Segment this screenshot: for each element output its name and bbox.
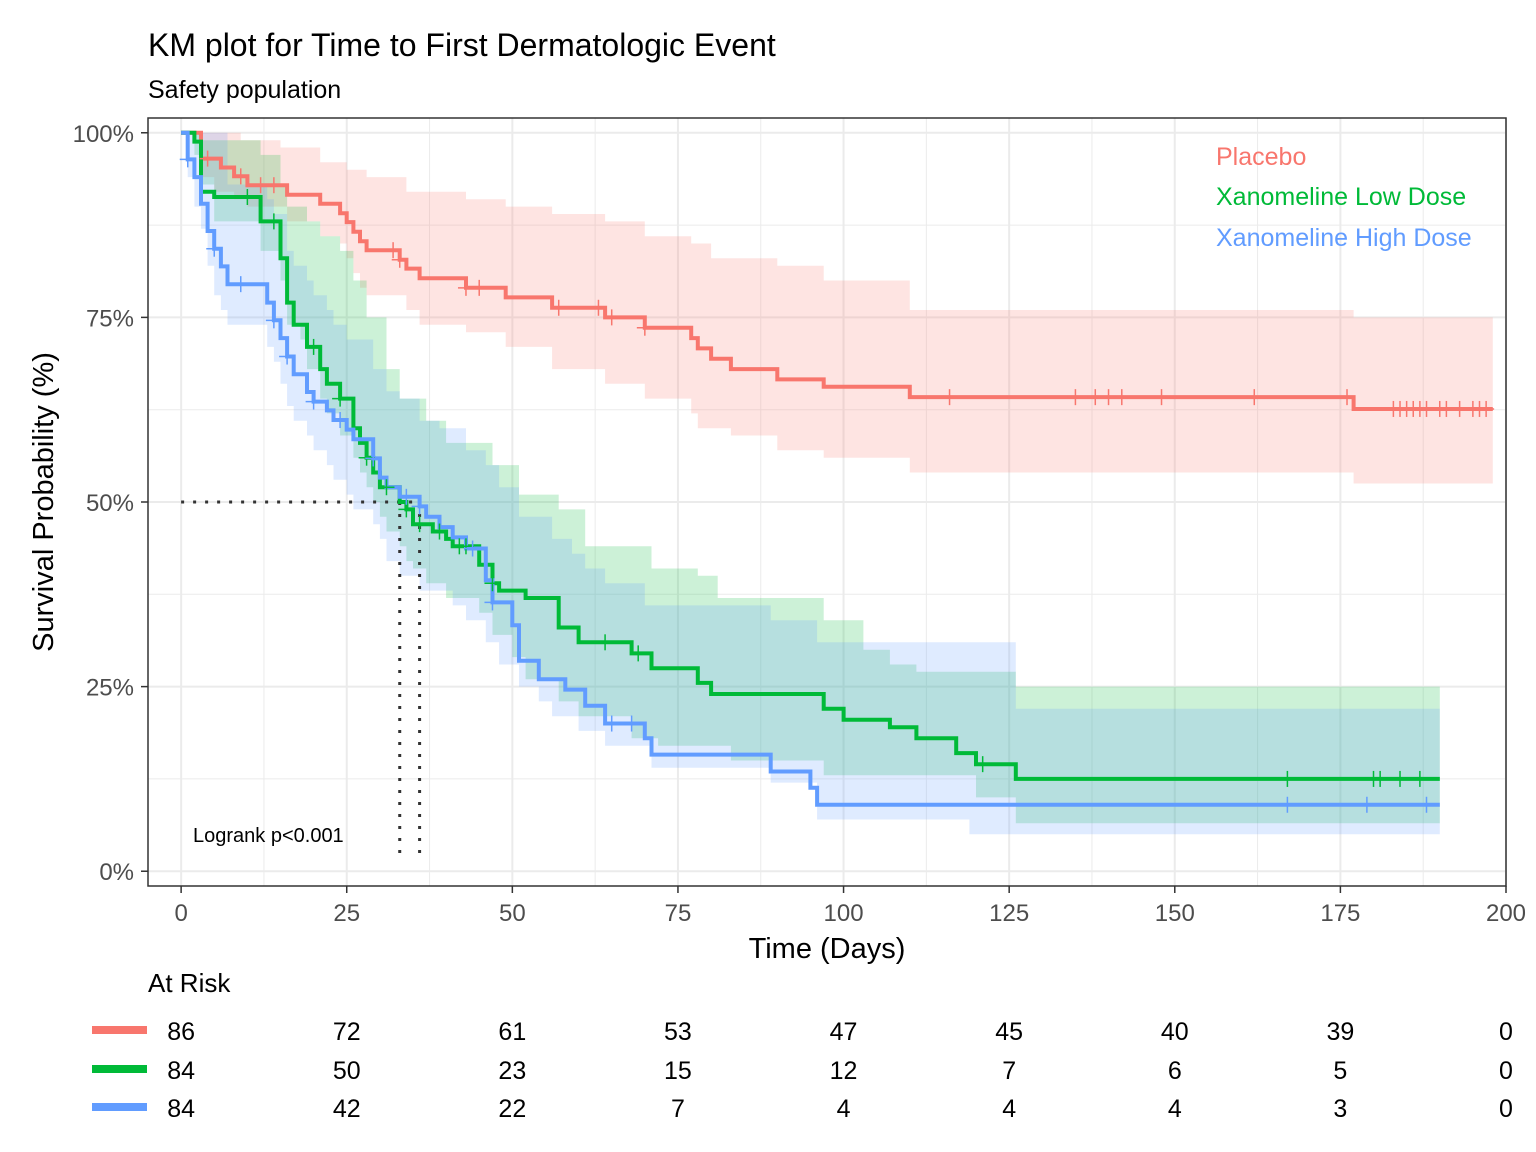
at-risk-count: 6 [1168,1057,1182,1085]
y-axis: 0% 25% 50% 75% 100% [73,121,148,886]
at-risk-count: 4 [1168,1095,1182,1123]
at-risk-count: 7 [1002,1057,1016,1085]
at-risk-count: 23 [498,1057,526,1085]
at-risk-count: 53 [664,1018,692,1046]
x-tick-label: 125 [989,900,1029,927]
at-risk-count: 86 [167,1018,195,1046]
y-tick-label: 50% [86,490,134,517]
km-curve-2 [181,130,1440,807]
y-tick-label: 75% [86,305,134,332]
at-risk-title: At Risk [148,968,231,998]
legend-low-dose: Xanomeline Low Dose [1216,183,1466,211]
at-risk-count: 15 [664,1057,692,1085]
at-risk-count: 72 [333,1018,361,1046]
x-tick-label: 25 [333,900,360,927]
plot-panel: Logrank p<0.001 Placebo Xanomeline Low D… [147,117,1507,887]
grid-lines [148,118,1507,886]
at-risk-count: 4 [1002,1095,1016,1123]
x-tick-label: 100 [824,900,864,927]
x-axis-label: Time (Days) [749,933,906,965]
km-curve-1 [181,130,1440,781]
at-risk-count: 84 [167,1095,195,1123]
y-axis-label: Survival Probability (%) [28,352,60,652]
at-risk-count: 84 [167,1057,195,1085]
y-tick-label: 25% [86,675,134,702]
censor-marks [179,150,1495,813]
at-risk-count: 3 [1333,1095,1347,1123]
legend: Placebo Xanomeline Low Dose Xanomeline H… [1216,143,1472,252]
logrank-annotation: Logrank p<0.001 [193,825,344,847]
at-risk-count: 0 [1499,1018,1513,1046]
at-risk-count: 0 [1499,1057,1513,1085]
at-risk-count: 4 [837,1095,851,1123]
at-risk-count: 39 [1326,1018,1354,1046]
at-risk-count: 0 [1499,1095,1513,1123]
at-risk-count: 45 [995,1018,1023,1046]
at-risk-count: 5 [1333,1057,1347,1085]
at-risk-count: 42 [333,1095,361,1123]
chart-title: KM plot for Time to First Dermatologic E… [148,27,776,63]
at-risk-count: 40 [1161,1018,1189,1046]
x-tick-label: 50 [499,900,526,927]
ci-band-1 [181,132,1440,824]
x-tick-label: 0 [174,900,187,927]
at-risk-count: 12 [830,1057,858,1085]
at-risk-table: 86 72 61 53 47 45 40 39 084 50 23 15 12 7 6 5 084 42 22 7 4 4… [92,1018,1513,1123]
x-tick-label: 75 [665,900,692,927]
y-tick-label: 100% [73,121,134,148]
legend-high-dose: Xanomeline High Dose [1216,224,1472,252]
at-risk-count: 47 [830,1018,858,1046]
x-axis: 0 25 50 75 100 125 150 175 200 [174,886,1526,927]
x-tick-label: 175 [1320,900,1360,927]
at-risk-count: 7 [671,1095,685,1123]
y-tick-label: 0% [99,859,134,886]
x-tick-label: 150 [1155,900,1195,927]
x-tick-label: 200 [1486,900,1526,927]
at-risk-count: 50 [333,1057,361,1085]
at-risk-count: 22 [498,1095,526,1123]
at-risk-count: 61 [498,1018,526,1046]
legend-placebo: Placebo [1216,143,1306,171]
chart-subtitle: Safety population [148,76,341,104]
